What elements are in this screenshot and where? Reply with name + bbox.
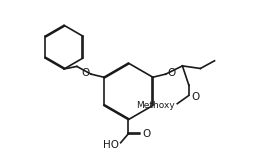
Text: HO: HO <box>103 140 119 150</box>
Text: O: O <box>191 92 199 102</box>
Text: O: O <box>167 68 176 78</box>
Text: O: O <box>142 129 150 139</box>
Text: Methoxy: Methoxy <box>136 101 175 110</box>
Text: O: O <box>81 68 89 78</box>
